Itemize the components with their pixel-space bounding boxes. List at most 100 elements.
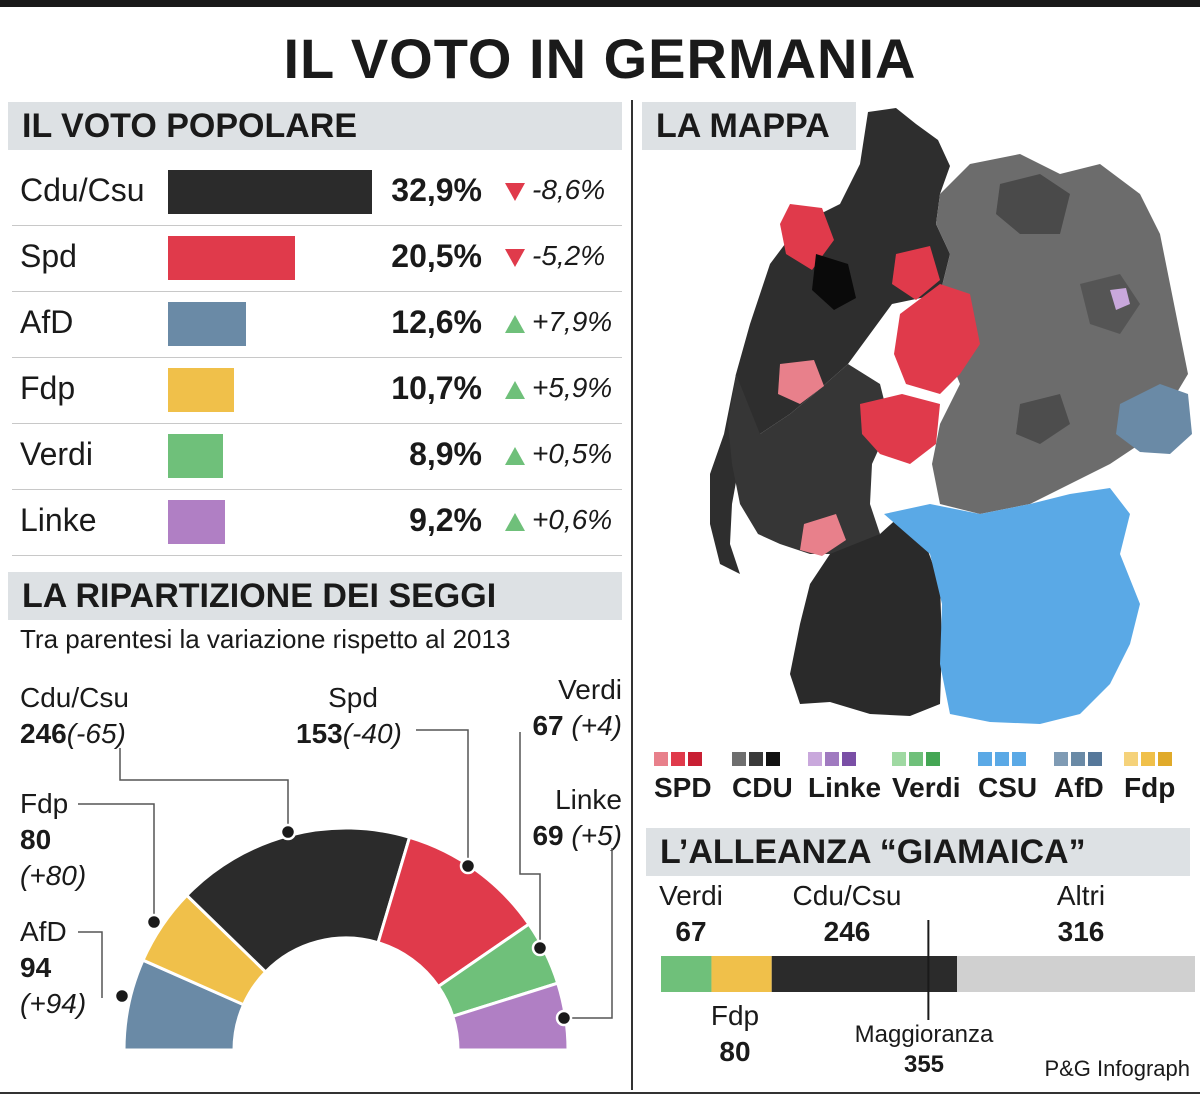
vote-percent: 10,7% <box>391 370 482 406</box>
row-separator <box>12 423 622 424</box>
vote-change: +7,9% <box>532 306 613 337</box>
coalition-segment-cdu <box>771 956 957 992</box>
leader-line-cdu <box>119 748 289 832</box>
vote-row: Spd 20,5% -5,2% <box>12 226 622 292</box>
leader-dot-fdp <box>145 913 163 931</box>
leader-dot-afd <box>113 987 131 1005</box>
page-title: IL VOTO IN GERMANIA <box>283 27 917 90</box>
leader-line-afd <box>78 931 103 998</box>
map-region-cdu-south <box>790 514 942 716</box>
coalition-bar-chart <box>661 920 1195 1020</box>
legend-item: CDU <box>732 752 793 804</box>
coalition-segment-verdi <box>661 956 712 992</box>
top-rule <box>0 0 1200 7</box>
vote-percent: 8,9% <box>409 436 482 472</box>
vote-bar <box>168 302 246 346</box>
seat-label-cdu: Cdu/Csu 246(-65) <box>20 682 129 749</box>
popular-vote-header: IL VOTO POPOLARE <box>8 102 622 150</box>
leader-line-linke <box>564 848 613 1019</box>
vote-percent: 32,9% <box>391 172 482 208</box>
legend-item: Verdi <box>892 752 960 804</box>
vote-row: Linke 9,2% +0,6% <box>12 490 622 556</box>
legend-label: CSU <box>978 772 1038 803</box>
coalition-label-verdi: Verdi 67 <box>659 880 723 947</box>
triangle-down-icon <box>505 183 525 201</box>
vote-percent: 9,2% <box>409 502 482 538</box>
vote-party-label: AfD <box>20 304 74 340</box>
leader-dot-verdi <box>531 939 549 957</box>
seats-hemicycle-chart <box>78 729 613 1052</box>
majority-label: Maggioranza 355 <box>854 1021 994 1078</box>
seat-segment-cdu <box>184 826 412 975</box>
map-region-cdu-blackspot <box>812 254 856 310</box>
vote-row: Cdu/Csu 32,9% -8,6% <box>12 160 622 226</box>
coalition-segment-altri <box>956 956 1195 992</box>
seats-subtitle: Tra parentesi la variazione rispetto al … <box>20 624 511 654</box>
legend-swatch <box>1124 752 1175 766</box>
legend-swatch <box>732 752 793 766</box>
legend-label: AfD <box>1054 772 1104 803</box>
row-separator <box>12 357 622 358</box>
row-separator <box>12 225 622 226</box>
leader-dot-spd <box>459 857 477 875</box>
vote-bar <box>168 236 295 280</box>
seat-label-linke: Linke 69 (+5) <box>532 784 622 851</box>
credit: P&G Infograph <box>1044 1056 1190 1081</box>
leader-dot-linke <box>555 1009 573 1027</box>
seat-label-afd: AfD 94 (+94) <box>20 916 87 1019</box>
vote-change: +0,6% <box>532 504 613 535</box>
vote-bar <box>168 170 372 214</box>
legend-swatch <box>892 752 960 766</box>
vote-row: Verdi 8,9% +0,5% <box>12 424 622 490</box>
legend-swatch <box>808 752 881 766</box>
triangle-up-icon <box>505 513 525 531</box>
coalition-label-cdu: Cdu/Csu 246 <box>792 880 902 947</box>
vote-row: Fdp 10,7% +5,9% <box>12 358 622 424</box>
legend-item: Fdp <box>1124 752 1175 804</box>
map-region-cdu-north <box>710 108 950 574</box>
triangle-down-icon <box>505 249 525 267</box>
coalition-segment-fdp <box>711 956 772 992</box>
map-region-cdu-west <box>728 364 890 554</box>
triangle-up-icon <box>505 447 525 465</box>
column-divider <box>631 100 633 1090</box>
vote-bar <box>168 500 225 544</box>
map-region-afd <box>1116 384 1192 454</box>
map-region-linke <box>1110 288 1130 310</box>
leader-line-fdp <box>78 803 155 924</box>
coalition-header: L’ALLEANZA “GIAMAICA” <box>646 828 1190 876</box>
vote-percent: 12,6% <box>391 304 482 340</box>
vote-change: +5,9% <box>532 372 613 403</box>
row-separator <box>12 291 622 292</box>
triangle-up-icon <box>505 315 525 333</box>
vote-party-label: Fdp <box>20 370 76 406</box>
vote-change: -5,2% <box>532 240 606 271</box>
vote-percent: 20,5% <box>391 238 482 274</box>
vote-party-label: Cdu/Csu <box>20 172 145 208</box>
coalition-label-altri: Altri 316 <box>1056 880 1106 947</box>
seat-label-verdi: Verdi 67 (+4) <box>532 674 622 741</box>
vote-bar <box>168 368 234 412</box>
legend-swatch <box>1054 752 1104 766</box>
map-header: LA MAPPA <box>642 102 856 150</box>
seat-label-spd: Spd 153(-40) <box>296 682 402 749</box>
legend-item: AfD <box>1054 752 1104 804</box>
vote-row: AfD 12,6% +7,9% <box>12 292 622 358</box>
legend-label: Verdi <box>892 772 961 803</box>
vote-change: -8,6% <box>532 174 606 205</box>
seat-segment-linke <box>450 981 570 1052</box>
legend-label: CDU <box>732 772 793 803</box>
leader-dot-cdu <box>279 823 297 841</box>
legend-swatch <box>978 752 1037 766</box>
legend-item: Linke <box>808 752 881 804</box>
vote-party-label: Verdi <box>20 436 93 472</box>
seats-header: LA RIPARTIZIONE DEI SEGGI <box>8 572 622 620</box>
triangle-up-icon <box>505 381 525 399</box>
legend-label: Linke <box>808 772 882 803</box>
map-region-spd <box>778 204 980 556</box>
map-region-csu <box>884 488 1140 724</box>
seat-label-fdp: Fdp 80 (+80) <box>20 788 87 891</box>
legend-item: CSU <box>978 752 1037 804</box>
leader-line-spd <box>416 729 469 866</box>
germany-map <box>710 108 1192 724</box>
